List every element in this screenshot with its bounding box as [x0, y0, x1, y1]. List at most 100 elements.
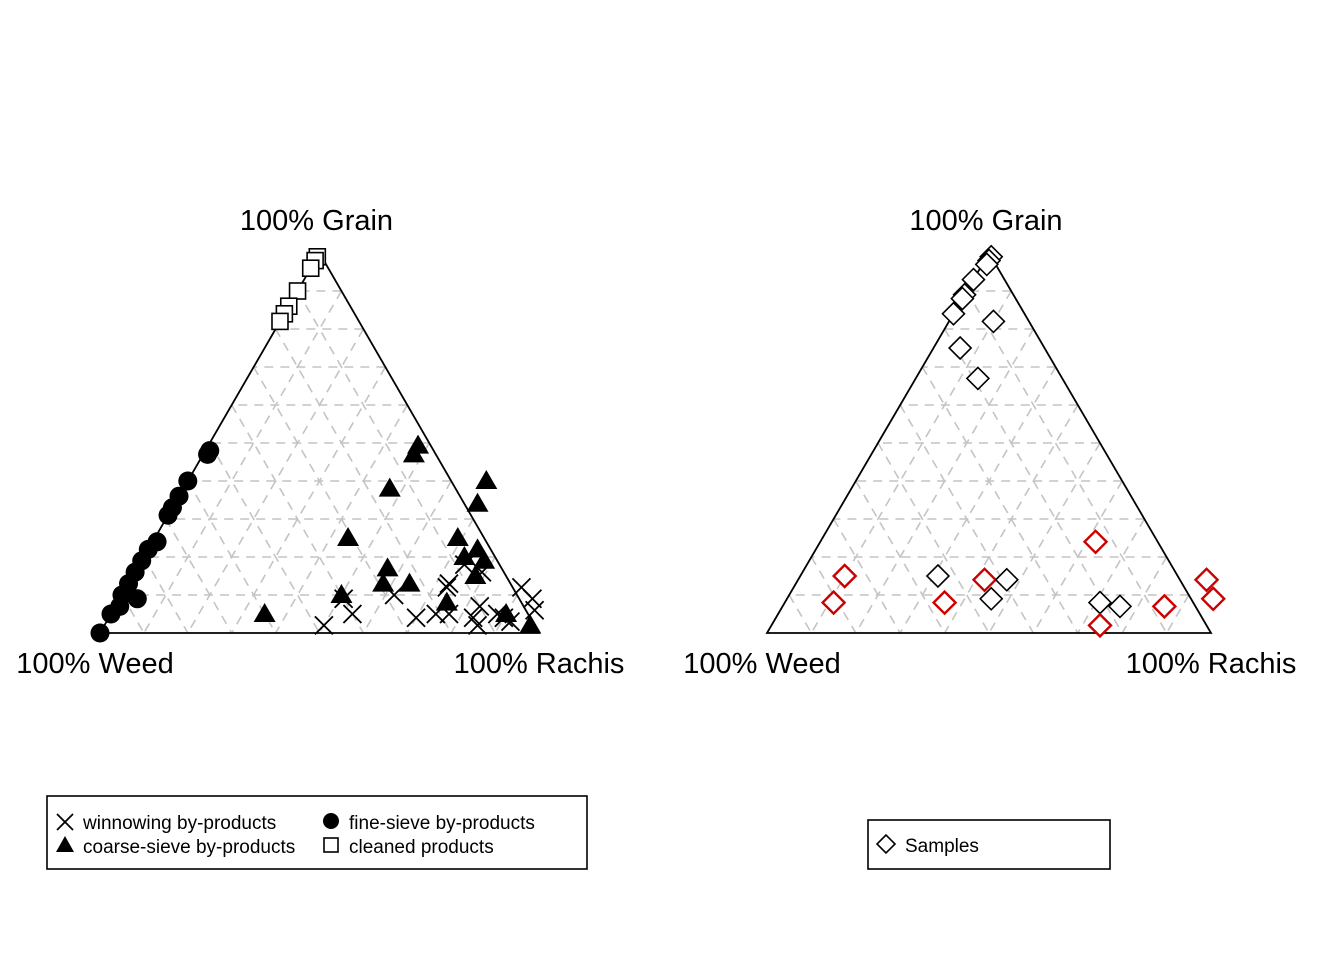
point-coarse-sieve-by-products: [330, 584, 353, 603]
grid-line-weed: [788, 594, 813, 634]
point-sample-highlighted: [1082, 529, 1109, 555]
rachis-vertex-label-left: 100% Rachis: [454, 648, 625, 680]
point-coarse-sieve-by-products: [464, 565, 487, 584]
legend-box-right: [867, 819, 1111, 870]
grid-line-weed: [209, 442, 321, 634]
point-cleaned-products: [271, 312, 289, 331]
legend-box-left: [46, 795, 588, 870]
grid-line-rachis: [943, 404, 1079, 634]
grid-line-rachis: [899, 366, 1057, 634]
grid-line-weed: [274, 328, 452, 634]
point-coarse-sieve-by-products: [337, 527, 360, 546]
point-winnowing-by-products: [470, 596, 490, 617]
legend-label-samples: Samples: [905, 836, 979, 857]
point-coarse-sieve-by-products: [519, 614, 542, 634]
point-sample: [994, 567, 1019, 592]
point-fine-sieve-by-products: [178, 471, 198, 491]
weed-vertex-label-right: 100% Weed: [683, 648, 840, 680]
point-coarse-sieve-by-products: [453, 546, 476, 565]
point-sample-highlighted: [820, 589, 847, 616]
point-coarse-sieve-by-products: [253, 603, 276, 622]
point-winnowing-by-products: [511, 577, 532, 598]
point-sample: [925, 563, 951, 589]
grid-line-rachis: [1165, 594, 1190, 634]
point-sample-highlighted: [1151, 593, 1178, 620]
grid-line-weed: [165, 518, 233, 634]
ternary-grid-left: [121, 290, 518, 634]
weed-vertex-label-left: 100% Weed: [16, 648, 173, 680]
grid-line-weed: [855, 480, 946, 634]
rachis-vertex-label-right: 100% Rachis: [1126, 648, 1297, 680]
grid-line-weed: [187, 480, 277, 634]
point-winnowing-by-products: [406, 608, 426, 628]
grid-line-weed: [231, 404, 365, 634]
point-sample-highlighted: [931, 589, 958, 616]
point-sample-highlighted: [1193, 567, 1220, 593]
point-sample: [948, 335, 973, 361]
point-fine-sieve-by-products: [127, 589, 147, 609]
grain-vertex-label-left: 100% Grain: [240, 205, 393, 237]
grid-line-weed: [832, 518, 901, 634]
ternary-grid-right: [788, 290, 1190, 634]
grid-line-weed: [296, 290, 496, 634]
point-coarse-sieve-by-products: [473, 549, 496, 569]
legend-label-cleaned: cleaned products: [349, 837, 494, 858]
grid-line-rachis: [1077, 518, 1146, 634]
point-winnowing-by-products: [439, 573, 459, 594]
grain-vertex-label-right: 100% Grain: [909, 205, 1062, 237]
point-winnowing-by-products: [524, 600, 545, 620]
legend-left: winnowing by-products fine-sieve by-prod…: [46, 795, 588, 870]
grid-line-rachis: [1032, 480, 1123, 634]
point-coarse-sieve-by-products: [398, 572, 421, 592]
legend-right: Samples: [867, 819, 1111, 870]
grid-line-weed: [252, 366, 408, 634]
point-sample: [974, 252, 999, 277]
point-sample: [950, 286, 975, 311]
point-cleaned-products: [301, 259, 320, 278]
point-coarse-sieve-by-products: [475, 470, 498, 489]
grid-line-rachis: [274, 404, 408, 634]
point-fine-sieve-by-products: [158, 505, 178, 525]
grid-line-rachis: [318, 442, 430, 634]
grid-line-weed: [966, 290, 1168, 634]
point-coarse-sieve-by-products: [446, 527, 469, 546]
grid-line-rachis: [187, 328, 365, 634]
point-winnowing-by-products: [437, 577, 457, 598]
legend-label-fine-sieve: fine-sieve by-products: [349, 813, 535, 834]
point-sample: [961, 267, 986, 292]
ternary-frame-right: [765, 251, 1213, 634]
point-sample: [981, 309, 1006, 334]
legend-diamond-icon: [875, 833, 897, 855]
point-sample: [1107, 594, 1133, 619]
point-fine-sieve-by-products: [90, 623, 110, 643]
point-sample: [941, 301, 966, 326]
point-sample-highlighted: [1087, 612, 1113, 639]
legend-square-icon: [323, 837, 339, 853]
point-coarse-sieve-by-products: [378, 477, 401, 497]
point-fine-sieve-by-products: [198, 444, 218, 464]
point-coarse-sieve-by-products: [435, 591, 458, 611]
legend-label-coarse-sieve: coarse-sieve by-products: [83, 837, 295, 858]
point-sample-highlighted: [832, 563, 858, 589]
grid-line-rachis: [810, 290, 1012, 634]
point-coarse-sieve-by-products: [376, 557, 399, 577]
legend-label-winnowing: winnowing by-products: [82, 813, 276, 834]
point-coarse-sieve-by-products: [372, 572, 395, 592]
point-sample: [979, 586, 1004, 611]
point-cleaned-products: [288, 282, 307, 300]
point-coarse-sieve-by-products: [466, 492, 489, 512]
ternary-plot-right: 100% Grain 100% Weed 100% Rachis: [683, 205, 1296, 680]
grid-line-weed: [877, 442, 990, 634]
point-coarse-sieve-by-products: [407, 434, 430, 454]
grid-line-rachis: [988, 442, 1101, 634]
point-sample-highlighted: [1200, 586, 1226, 612]
point-sample: [965, 366, 991, 391]
grid-line-weed: [899, 404, 1035, 634]
point-winnowing-by-products: [342, 604, 363, 624]
grid-line-rachis: [231, 366, 387, 634]
ternary-points-right: [820, 244, 1226, 639]
legend-triangle-icon: [56, 836, 74, 852]
grid-line-rachis: [362, 480, 452, 634]
point-fine-sieve-by-products: [101, 604, 121, 624]
